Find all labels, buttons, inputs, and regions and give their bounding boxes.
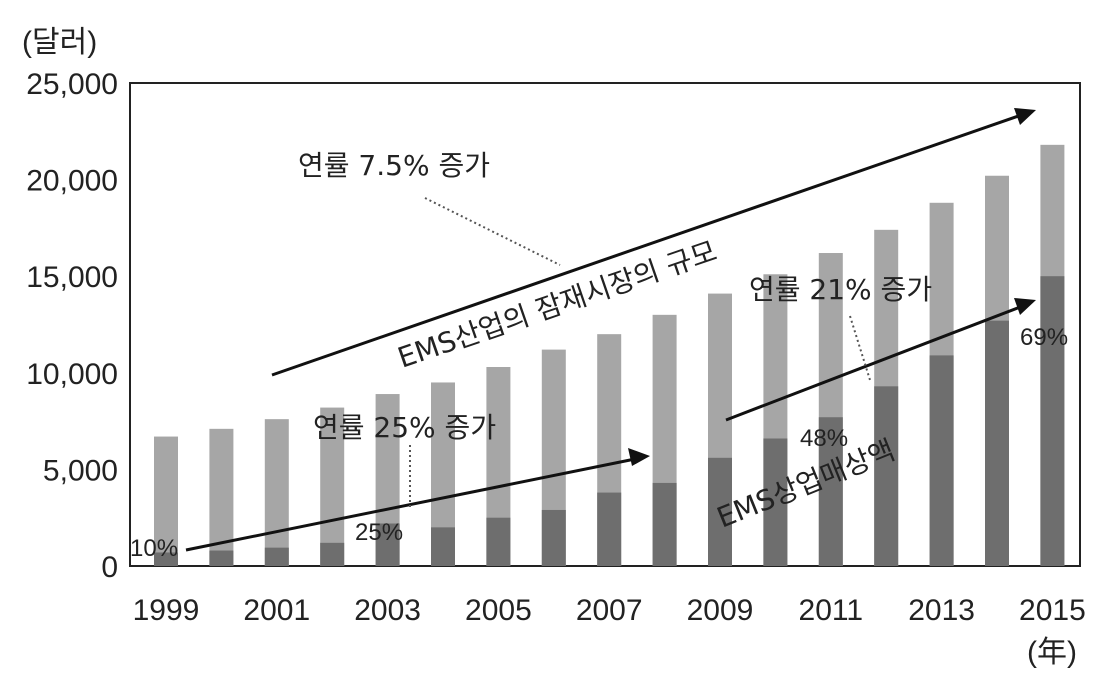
- y-tick-label: 5,000: [43, 454, 118, 487]
- bar-ems-sales: [985, 320, 1009, 566]
- x-tick-label: 2005: [465, 594, 532, 627]
- x-tick-label: 2015: [1019, 594, 1086, 627]
- share-2015-label: 69%: [1020, 324, 1068, 351]
- x-tick-label: 2009: [687, 594, 754, 627]
- x-axis-unit: (年): [1027, 636, 1077, 669]
- growth-25-label: 연률 25% 증가: [313, 411, 496, 444]
- y-tick-label: 10,000: [26, 358, 118, 391]
- sales-trend-arrowhead-2: [1014, 298, 1036, 315]
- x-tick-label: 2013: [908, 594, 975, 627]
- y-tick-label: 15,000: [26, 261, 118, 294]
- growth-21-label: 연률 21% 증가: [749, 273, 932, 306]
- sales-trend-arrowhead-1: [628, 448, 650, 466]
- potential-growth-label: 연률 7.5% 증가: [298, 149, 490, 182]
- share-2011-label: 48%: [800, 425, 848, 452]
- bar-ems-sales: [1040, 276, 1065, 566]
- bar-ems-sales: [375, 523, 400, 566]
- y-tick-label: 0: [101, 551, 118, 584]
- sales-trend-arrow-1: [185, 456, 641, 552]
- bar-ems-sales: [154, 552, 178, 566]
- share-1999-label: 10%: [130, 535, 178, 562]
- bar-ems-sales: [763, 438, 788, 566]
- x-tick-label: 2001: [243, 594, 310, 627]
- growth-21-leader: [849, 315, 871, 381]
- x-tick-label: 2003: [354, 594, 421, 627]
- bar-potential-market: [264, 419, 289, 566]
- x-tick-labels: 1999 2001 2003 2005 2007 2009 2011 2013 2015: [133, 594, 1086, 627]
- bar-ems-sales: [320, 542, 345, 566]
- share-2003-label: 25%: [355, 519, 403, 546]
- x-tick-label: 2007: [576, 594, 643, 627]
- y-tick-label: 25,000: [26, 68, 118, 101]
- y-tick-labels: 0 5,000 10,000 15,000 20,000 25,000: [26, 68, 118, 584]
- bar-ems-sales: [431, 527, 455, 566]
- y-tick-label: 20,000: [26, 165, 118, 198]
- bar-potential-market: [154, 436, 178, 566]
- bar-potential-market: [320, 407, 345, 566]
- x-tick-label: 1999: [133, 594, 200, 627]
- bar-ems-sales: [209, 550, 234, 566]
- bar-ems-sales: [818, 417, 843, 566]
- potential-growth-leader: [424, 197, 561, 266]
- x-tick-label: 2011: [799, 594, 864, 627]
- potential-trend-arrow: [271, 110, 1031, 377]
- bar-ems-sales: [541, 509, 566, 566]
- potential-trend-arrowhead: [1014, 108, 1036, 125]
- y-axis-unit: (달러): [22, 26, 97, 59]
- sales-trend-arrow-2: [725, 302, 1029, 422]
- bar-ems-sales: [264, 547, 289, 566]
- bars: [154, 144, 1065, 567]
- bar-ems-sales: [652, 482, 677, 566]
- bar-ems-sales: [708, 457, 732, 566]
- bar-ems-sales: [597, 492, 622, 566]
- bar-ems-sales: [929, 355, 954, 566]
- bar-ems-sales: [486, 517, 511, 566]
- bar-ems-sales: [874, 386, 899, 566]
